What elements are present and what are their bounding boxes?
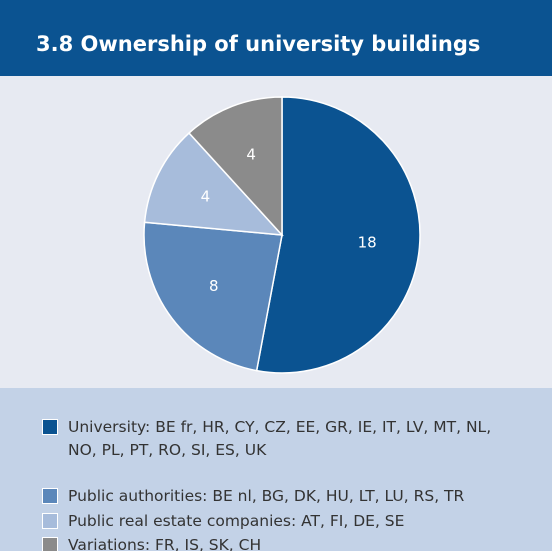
legend-label: Public authorities: BE nl, BG, DK, HU, L… — [68, 487, 465, 505]
legend-swatch — [42, 537, 58, 551]
data-label: 4 — [246, 146, 256, 164]
legend-swatch — [42, 488, 58, 504]
pie-slice — [143, 131, 284, 236]
data-label: 4 — [201, 187, 211, 205]
legend-swatch — [42, 513, 58, 529]
legend-item: Variations: FR, IS, SK, CH — [42, 534, 522, 551]
legend-label: University: BE fr, HR, CY, CZ, EE, GR, I… — [68, 418, 492, 459]
data-label: 18 — [358, 233, 377, 251]
legend-item: Public real estate companies: AT, FI, DE… — [42, 510, 522, 533]
data-label: 8 — [209, 277, 219, 295]
legend-swatch — [42, 419, 58, 435]
header: 3.8 Ownership of university buildings — [0, 0, 552, 76]
pie-slice — [143, 221, 283, 372]
legend-label: Variations: FR, IS, SK, CH — [68, 536, 262, 551]
legend-item: Public authorities: BE nl, BG, DK, HU, L… — [42, 485, 522, 508]
chart: 18 8 4 4 — [143, 96, 421, 374]
legend-item: University: BE fr, HR, CY, CZ, EE, GR, I… — [42, 416, 522, 462]
pie-slice — [255, 96, 421, 374]
pie-slice — [187, 96, 283, 237]
legend: University: BE fr, HR, CY, CZ, EE, GR, I… — [0, 388, 552, 551]
chart-title: 3.8 Ownership of university buildings — [36, 32, 481, 56]
legend-label: Public real estate companies: AT, FI, DE… — [68, 512, 405, 530]
